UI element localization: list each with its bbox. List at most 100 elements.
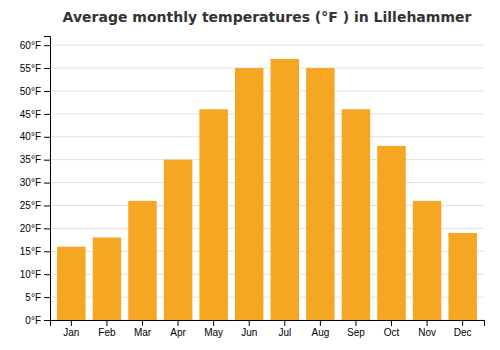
y-tick: 40°F [20,131,50,142]
bar [57,247,85,320]
y-axis-line [44,37,51,321]
x-tick-mark [427,320,428,326]
bar [377,146,405,320]
bar [448,233,476,320]
grid [50,45,484,320]
bar [342,109,370,320]
grid-line [50,182,484,183]
bar [235,68,263,320]
x-tick: Nov [418,320,436,338]
x-tick-label: Mar [134,327,152,338]
x-tick: Feb [98,320,116,338]
y-tick-label: 35°F [20,154,41,165]
grid-line [50,68,484,69]
x-tick: Jan [63,320,79,338]
x-tick-label: Jun [241,327,257,338]
y-tick: 60°F [20,40,50,51]
plot: 0°F 5°F 10°F 15°F 20°F 25°F 30°F 35°F 40°F 45°F 50… [20,37,485,339]
x-tick: Apr [170,320,186,338]
bar [271,59,299,320]
bar [128,201,156,320]
bar [306,68,334,320]
x-tick: Sep [347,320,365,338]
y-tick: 10°F [20,269,50,280]
y-tick-mark [44,114,50,115]
grid-line [50,159,484,160]
grid-line [50,90,484,91]
y-tick-label: 60°F [20,40,41,51]
x-tick-label: Feb [98,327,116,338]
y-tick-label: 10°F [20,269,41,280]
x-tick-mark [213,320,214,326]
bar [199,109,227,320]
y-tick: 15°F [20,246,50,257]
y-tick-mark [44,205,50,206]
y-tick: 55°F [20,63,50,74]
y-tick-mark [44,183,50,184]
y-tick: 20°F [20,223,50,234]
y-tick-label: 5°F [25,292,41,303]
bar [93,238,121,320]
bar [413,201,441,320]
y-tick-mark [44,91,50,92]
y-tick-mark [44,274,50,275]
chart: 0°F 5°F 10°F 15°F 20°F 25°F 30°F 35°F 40°F 45°F 50… [0,0,500,350]
x-tick-label: Apr [170,327,186,338]
x-tick-label: Aug [311,327,329,338]
y-tick-label: 40°F [20,131,41,142]
x-tick: Oct [384,320,400,338]
x-tick: Mar [134,320,152,338]
y-tick-mark [44,320,50,321]
grid-line [50,113,484,114]
x-tick-mark [320,320,321,326]
y-tick-label: 20°F [20,223,41,234]
x-tick-mark [178,320,179,326]
y-tick: 5°F [25,292,50,303]
x-axis: Jan Feb Mar Apr May Jun Jul Aug Sep Oct Nov Dec [51,320,485,338]
y-tick-mark [44,68,50,69]
y-tick: 50°F [20,86,50,97]
y-tick-label: 45°F [20,109,41,120]
y-tick-mark [44,45,50,46]
y-tick: 35°F [20,154,50,165]
x-tick-mark [106,320,107,326]
x-tick-mark [284,320,285,326]
y-tick: 30°F [20,177,50,188]
x-tick-mark [462,320,463,326]
y-tick-label: 0°F [25,315,41,326]
x-tick: Jun [241,320,257,338]
x-tick-label: Sep [347,327,365,338]
y-tick-label: 55°F [20,63,41,74]
bars [57,59,477,320]
x-tick: Jul [278,320,291,338]
y-tick-mark [44,297,50,298]
x-tick: Dec [454,320,472,338]
y-tick: 0°F [25,315,50,326]
y-tick-label: 15°F [20,246,41,257]
y-tick-mark [44,228,50,229]
x-tick-label: Dec [454,327,472,338]
y-tick-mark [44,137,50,138]
x-tick-label: Jan [63,327,79,338]
y-axis: 0°F 5°F 10°F 15°F 20°F 25°F 30°F 35°F 40°F 45°F 50… [20,37,51,326]
y-tick: 45°F [20,109,50,120]
x-tick-label: Nov [418,327,436,338]
x-tick-label: Oct [384,327,400,338]
y-tick-mark [44,160,50,161]
y-tick-label: 30°F [20,177,41,188]
y-tick: 25°F [20,200,50,211]
x-tick-label: Jul [278,327,291,338]
x-tick-mark [142,320,143,326]
grid-line [50,45,484,46]
x-tick-mark [249,320,250,326]
x-tick-mark [71,320,72,326]
y-tick-label: 50°F [20,86,41,97]
bar [164,160,192,320]
x-axis-line [51,321,485,327]
x-tick-mark [391,320,392,326]
x-tick: May [204,320,223,338]
x-tick-mark [355,320,356,326]
grid-line [50,136,484,137]
x-tick: Aug [311,320,329,338]
x-tick-label: May [204,327,223,338]
